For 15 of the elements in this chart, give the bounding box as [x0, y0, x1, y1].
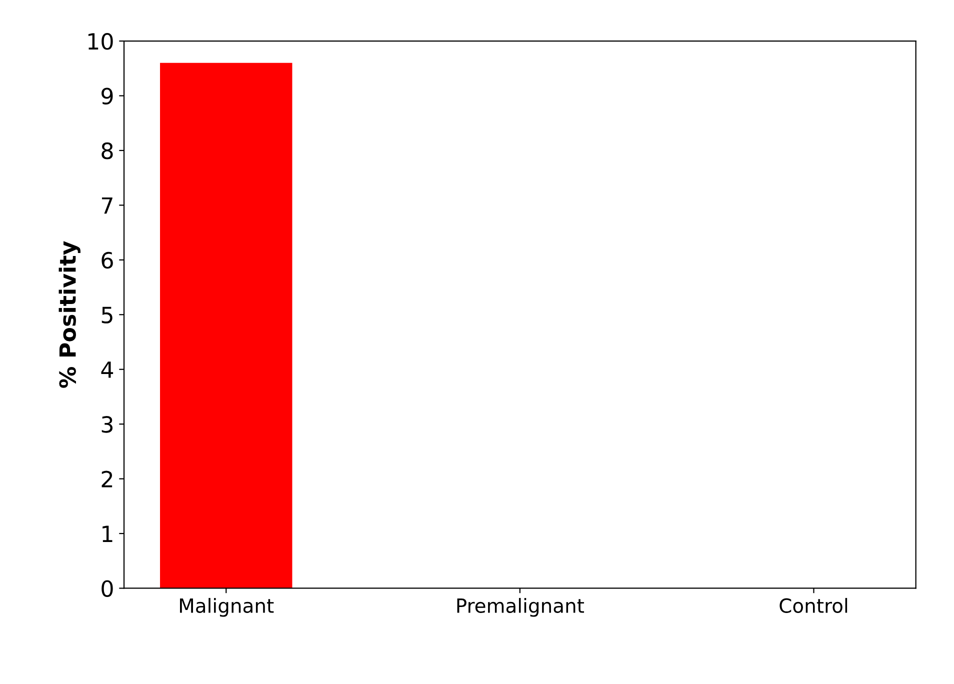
- y-tick-label: 7: [102, 197, 112, 214]
- y-tick-label: 4: [101, 362, 114, 378]
- x-tick-label: Premalignant: [457, 598, 584, 617]
- y-tick-label: 3: [102, 416, 113, 433]
- y-tick-label: 10: [88, 32, 113, 50]
- y-tick-label: 1: [102, 526, 112, 542]
- y-tick-label: 5: [102, 306, 112, 324]
- y-tick-label: 8: [102, 142, 113, 160]
- x-tick-label: Control: [780, 598, 848, 614]
- y-tick-label: 6: [102, 252, 113, 269]
- x-tick-label: Malignant: [180, 598, 274, 617]
- y-tick-label: 2: [102, 470, 112, 488]
- y-tick-label: 0: [102, 580, 113, 597]
- y-tick-label: 9: [102, 88, 113, 105]
- y-axis-title: % Positivity: [58, 241, 80, 388]
